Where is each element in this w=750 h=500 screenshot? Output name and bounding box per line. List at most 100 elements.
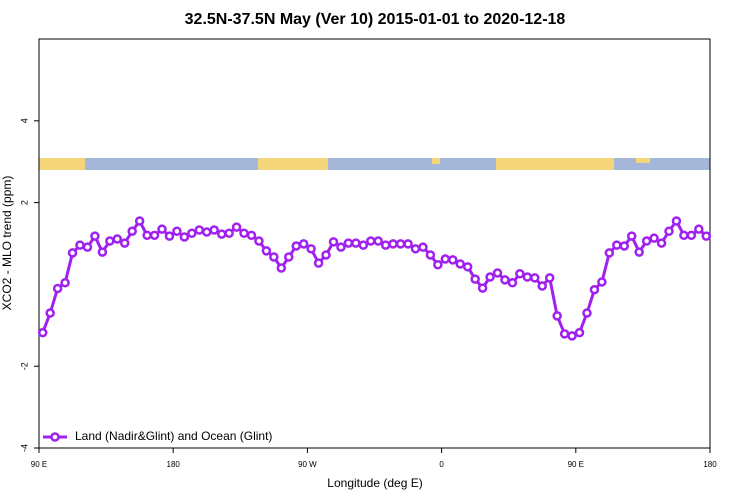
data-point (582, 308, 592, 318)
data-point (470, 274, 480, 284)
data-point (358, 240, 369, 250)
chart-title: 32.5N-37.5N May (Ver 10) 2015-01-01 to 2… (185, 11, 566, 28)
data-point (679, 230, 689, 241)
data-point (612, 240, 622, 250)
data-point (462, 262, 473, 272)
data-point (119, 238, 130, 248)
data-point (157, 224, 167, 234)
land-ocean-strip (39, 158, 710, 170)
data-point (306, 244, 316, 254)
data-point (388, 239, 398, 249)
x-tick-label: 90 E (31, 460, 47, 469)
data-point (649, 233, 659, 243)
x-tick-label: 90 W (298, 460, 317, 469)
data-point (261, 246, 272, 256)
data-point (433, 260, 443, 270)
y-tick-label: -4 (19, 444, 29, 452)
data-point (216, 229, 227, 239)
data-point (619, 241, 630, 251)
data-point (552, 311, 562, 321)
data-point (284, 252, 294, 262)
y-tick-label: -2 (19, 362, 29, 370)
y-tick-label: 4 (19, 118, 29, 123)
data-point (194, 225, 205, 235)
data-point (448, 255, 458, 265)
data-point (567, 331, 577, 341)
data-point (597, 277, 607, 287)
data-point (589, 284, 600, 295)
data-point (701, 231, 712, 241)
data-point (187, 228, 197, 239)
data-point (664, 226, 674, 236)
data-point (507, 278, 518, 288)
data-point (694, 224, 704, 234)
data-point (82, 242, 93, 252)
x-tick-label: 90 E (568, 460, 584, 469)
legend-label: Land (Nadir&Glint) and Ocean (Glint) (75, 429, 272, 443)
data-point (298, 239, 309, 249)
data-point (500, 275, 510, 285)
data-point (90, 231, 100, 241)
data-point (269, 252, 279, 262)
data-point (105, 236, 115, 246)
data-point (686, 230, 697, 241)
data-point (425, 250, 436, 260)
data-point (403, 239, 413, 249)
legend-marker (50, 432, 60, 442)
data-point (492, 268, 503, 278)
data-point (530, 273, 540, 283)
data-point (410, 244, 421, 254)
data-point (239, 228, 249, 239)
y-axis-label: XCO2 - MLO trend (ppm) (0, 176, 14, 311)
data-point (522, 272, 533, 282)
data-point (149, 230, 160, 241)
data-point (559, 329, 570, 339)
data-point (37, 327, 48, 338)
data-point (440, 254, 451, 264)
data-point (142, 230, 152, 241)
data-point (97, 247, 108, 257)
x-axis-label: Longitude (deg E) (327, 476, 422, 490)
data-point (254, 236, 264, 246)
data-point (75, 240, 85, 250)
data-point (626, 231, 637, 241)
x-tick-label: 180 (167, 460, 181, 469)
data-point (67, 248, 78, 258)
plot-frame (38, 38, 711, 449)
data-point (172, 226, 182, 236)
data-point (544, 273, 555, 283)
x-tick-label: 180 (703, 460, 717, 469)
data-point (477, 283, 488, 293)
data-point (336, 242, 346, 252)
data-point (574, 327, 585, 338)
data-point (380, 240, 391, 250)
data-point (351, 238, 361, 248)
data-point (604, 248, 615, 258)
data-point (395, 239, 406, 249)
x-tick-label: 0 (439, 460, 444, 469)
data-point (60, 278, 70, 288)
data-point (328, 237, 339, 247)
data-point (112, 234, 123, 244)
data-point (537, 281, 547, 291)
data-point (656, 238, 667, 248)
data-point (366, 236, 376, 246)
data-point (224, 228, 234, 239)
data-point (313, 258, 324, 268)
data-point (418, 242, 428, 252)
data-point (641, 236, 652, 246)
data-point (671, 216, 682, 226)
data-point (455, 259, 465, 269)
data-point (515, 269, 525, 279)
data-point (164, 231, 175, 241)
data-point (134, 216, 145, 226)
data-point (634, 247, 644, 257)
data-point (231, 222, 242, 232)
data-point (321, 250, 331, 260)
y-tick-label: 2 (19, 200, 29, 205)
data-point (202, 227, 212, 237)
data-point (485, 272, 495, 282)
data-point (246, 230, 257, 241)
data-point (276, 263, 287, 273)
